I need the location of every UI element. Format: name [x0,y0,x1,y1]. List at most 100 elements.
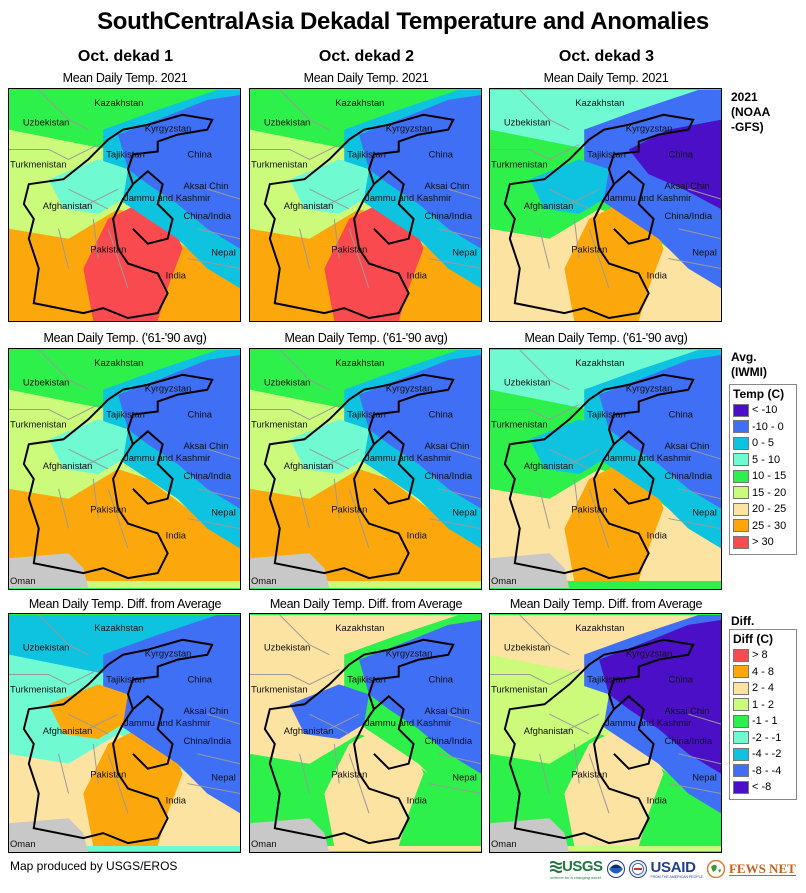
map-label-afghanistan: Afghanistan [43,725,93,736]
map-panel-2021-dekad-1: Kazakhstan Uzbekistan Kyrgyzstan Tajikistan… [8,88,241,322]
map-panel-diff-dekad-3: Kazakhstan Uzbekistan Kyrgyzstan Tajikistan… [489,613,722,853]
map-panel-2021-dekad-2: Kazakhstan Uzbekistan Kyrgyzstan Tajikistan… [249,88,482,322]
admin-boundaries [250,614,481,814]
map-label-nepal: Nepal [692,247,717,258]
temperature-zone [250,469,481,582]
map-label-uzbekistan: Uzbekistan [264,642,311,653]
map-label-nepal: Nepal [211,772,236,783]
temperature-zone [529,684,609,739]
map-label-india: India [647,529,668,540]
map-label-kyrgyzstan: Kyrgyzstan [386,383,433,394]
map-panel-2021-dekad-3: Kazakhstan Uzbekistan Kyrgyzstan Tajikistan… [489,88,722,322]
map-label-kyrgyzstan: Kyrgyzstan [386,648,433,659]
temperature-zone [118,619,240,774]
legend-swatch [733,502,749,516]
map-label-tajikistan: Tajikistan [347,673,386,684]
map-label-nepal: Nepal [692,772,717,783]
legend-label: 25 - 30 [752,519,787,532]
map-label-kazakhstan: Kazakhstan [335,622,384,633]
map-label-kyrgyzstan: Kyrgyzstan [626,648,673,659]
map-label-china-india: China/India [183,470,231,481]
panel-title: Mean Daily Temp. ('61-'90 avg) [284,331,448,345]
country-borders [503,638,695,845]
map-label-china: China [428,408,453,419]
map-label-uzbekistan: Uzbekistan [504,117,551,128]
map-label-uzbekistan: Uzbekistan [264,117,311,128]
country-borders [263,373,455,580]
map-label-tajikistan: Tajikistan [587,408,626,419]
legend-swatch [733,453,749,467]
map-label-kazakhstan: Kazakhstan [94,622,143,633]
legend-label: > 30 [752,536,774,549]
map-label-tajikistan: Tajikistan [106,673,145,684]
map-label-jammu-and-kashmir: Jammu and Kashmir [365,452,451,463]
temperature-zone [83,729,183,847]
map-label-turkmenistan: Turkmenistan [251,683,308,694]
legend-swatch [733,486,749,500]
map-label-turkmenistan: Turkmenistan [10,158,67,169]
map-label-kyrgyzstan: Kyrgyzstan [626,383,673,394]
temperature-zone [599,354,721,509]
map-label-jammu-and-kashmir: Jammu and Kashmir [124,452,210,463]
map-panel-avg-dekad-3: Kazakhstan Uzbekistan Kyrgyzstan Tajikistan… [489,348,722,590]
map-label-china-india: China/India [664,470,712,481]
temperature-zone [490,818,570,852]
map-label-oman: Oman [251,575,277,586]
map-label-afghanistan: Afghanistan [284,460,334,471]
map-label-china: China [187,148,212,159]
legend-swatch [733,403,749,417]
admin-boundaries [9,349,240,549]
noaa-logo-icon [606,860,625,878]
temperature-zone [118,94,240,249]
map-label-afghanistan: Afghanistan [43,200,93,211]
map-label-oman: Oman [491,575,517,586]
map-graphic: Kazakhstan Uzbekistan Kyrgyzstan Tajikistan… [9,614,240,852]
temperature-zone [9,469,240,582]
map-label-turkmenistan: Turkmenistan [251,418,308,429]
temperature-zone [359,619,481,774]
map-label-aksai-chin: Aksai Chin [424,705,469,716]
row-label-2021: 2021 (NOAA -GFS) [731,90,770,135]
row-label-line: Avg. [731,350,757,364]
legend-item: > 30 [733,534,793,551]
map-graphic: Kazakhstan Uzbekistan Kyrgyzstan Tajikistan… [9,349,240,588]
temperature-zone [599,619,721,774]
row-label-line: -GFS) [731,120,764,134]
legend-label: -2 - -1 [752,731,782,744]
panel-title: Mean Daily Temp. Diff. from Average [28,597,222,611]
map-label-kazakhstan: Kazakhstan [94,97,143,108]
map-label-aksai-chin: Aksai Chin [424,180,469,191]
legend-title: Temp (C) [733,387,785,401]
map-label-china: China [668,673,693,684]
map-label-kazakhstan: Kazakhstan [335,357,384,368]
legend-swatch [733,469,749,483]
map-label-afghanistan: Afghanistan [43,460,93,471]
legend-item: -10 - 0 [733,419,793,436]
map-label-india: India [647,794,668,805]
row-label-line: Diff. [731,614,755,628]
map-label-tajikistan: Tajikistan [347,148,386,159]
map-label-kyrgyzstan: Kyrgyzstan [145,383,192,394]
map-label-oman: Oman [491,838,517,849]
admin-boundaries [250,89,481,289]
column-title-dekad-3: Oct. dekad 3 [558,48,655,65]
temperature-legend: Temp (C) < -10 -10 - 0 0 - 5 5 - 10 10 - 15 1… [729,384,797,555]
map-label-pakistan: Pakistan [571,504,607,515]
map-label-aksai-chin: Aksai Chin [424,440,469,451]
map-label-pakistan: Pakistan [90,504,126,515]
legend-label: -4 - -2 [752,748,782,761]
admin-boundaries [490,89,721,289]
map-label-jammu-and-kashmir: Jammu and Kashmir [124,717,210,728]
temperature-zone [9,818,89,852]
legend-item: 2 - 4 [733,680,793,697]
map-label-oman: Oman [251,838,277,849]
country-borders [503,113,695,320]
legend-label: 4 - 8 [752,665,775,678]
legend-item: 1 - 2 [733,697,793,714]
map-label-uzbekistan: Uzbekistan [264,377,311,388]
legend-item: -2 - -1 [733,730,793,747]
temperature-zone [48,684,128,739]
legend-label: < -10 [752,404,778,417]
map-panel-avg-dekad-2: Kazakhstan Uzbekistan Kyrgyzstan Tajikistan… [249,348,482,590]
legend-item: 5 - 10 [733,452,793,469]
